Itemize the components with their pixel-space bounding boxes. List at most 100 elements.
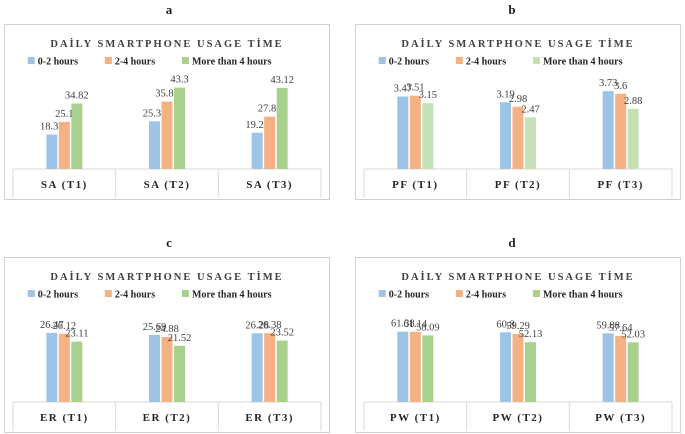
- bar: [602, 91, 614, 169]
- bar: [264, 333, 276, 402]
- bar: [512, 106, 524, 169]
- bar: [58, 333, 70, 402]
- data-label: 27.86: [258, 104, 282, 115]
- category-label: SA (T3): [246, 179, 293, 191]
- legend-label: 2-4 hours: [115, 57, 155, 68]
- category-label: ER (T3): [245, 412, 294, 424]
- data-label: 59.29: [506, 321, 530, 332]
- bar: [161, 101, 173, 169]
- chart-panel-a: DAİLY SMARTPHONE USAGE TİME 0-2 hours 2-4 …: [4, 24, 330, 200]
- legend-swatch: [378, 290, 386, 297]
- category-label: PF (T2): [495, 179, 541, 191]
- category-label: SA (T2): [144, 179, 191, 191]
- data-label: 3.6: [614, 81, 627, 92]
- bar: [627, 342, 639, 402]
- category-label: PW (T3): [595, 412, 646, 424]
- data-label: 19.27: [245, 120, 269, 131]
- bar: [149, 121, 160, 169]
- data-label: 3.47: [394, 84, 412, 95]
- bar: [276, 87, 288, 169]
- legend-label: More than 4 hours: [543, 57, 623, 68]
- legend-label: 0-2 hours: [38, 57, 78, 68]
- bar: [397, 96, 409, 169]
- legend-swatch: [181, 290, 189, 297]
- bar: [161, 337, 173, 402]
- legend-label: More than 4 hours: [192, 57, 272, 68]
- bar: [409, 331, 421, 402]
- bar: [251, 132, 263, 169]
- category-label: PW (T2): [493, 412, 544, 424]
- chart-svg-d: DAİLY SMARTPHONE USAGE TİME 0-2 hours 2-4 …: [363, 271, 673, 431]
- legend-swatch: [27, 57, 35, 64]
- legend: 0-2 hours 2-4 hours More than 4 hours: [378, 57, 623, 68]
- legend-label: 2-4 hours: [115, 290, 155, 301]
- category-label: ER (T2): [143, 412, 192, 424]
- data-label: 61.14: [404, 319, 428, 330]
- category-label: PW (T1): [390, 412, 441, 424]
- data-label: 23.11: [65, 329, 88, 340]
- legend-swatch: [27, 290, 35, 297]
- data-label: 52.13: [519, 329, 543, 340]
- chart-title: DAİLY SMARTPHONE USAGE TİME: [50, 38, 283, 50]
- data-label: 3.73: [599, 78, 617, 89]
- data-label: 43.3: [170, 75, 188, 86]
- bar: [500, 332, 511, 402]
- category-label: PF (T1): [392, 179, 438, 191]
- panel-letter-c: c: [166, 235, 172, 250]
- bar: [500, 102, 511, 169]
- legend-swatch: [455, 57, 463, 64]
- data-label: 59.88: [596, 320, 620, 331]
- bar: [58, 121, 70, 169]
- data-label: 21.52: [168, 333, 192, 344]
- category-label: PF (T3): [597, 179, 643, 191]
- legend-label: More than 4 hours: [543, 290, 623, 301]
- data-label: 35.85: [155, 89, 179, 100]
- data-label: 57.64: [609, 323, 633, 334]
- category-label: SA (T1): [41, 179, 88, 191]
- data-label: 26.12: [53, 321, 77, 332]
- bar: [602, 333, 614, 402]
- data-label: 43.12: [270, 75, 294, 86]
- bar: [615, 335, 627, 402]
- legend-swatch: [532, 57, 540, 64]
- data-label: 25.1: [55, 109, 73, 120]
- bar: [409, 95, 421, 169]
- data-label: 2.47: [521, 104, 539, 115]
- bar: [422, 335, 434, 402]
- chart-title: DAİLY SMARTPHONE USAGE TİME: [401, 271, 634, 283]
- data-label: 3.15: [419, 90, 437, 101]
- bar: [264, 116, 276, 169]
- data-label: 26.38: [258, 320, 282, 331]
- legend-swatch: [181, 57, 189, 64]
- data-label: 2.88: [624, 96, 642, 107]
- data-label: 3.19: [496, 89, 514, 100]
- data-label: 52.03: [621, 329, 645, 340]
- bar: [71, 341, 83, 402]
- legend: 0-2 hours 2-4 hours More than 4 hours: [27, 290, 272, 301]
- bar: [46, 332, 58, 402]
- data-label: 3.51: [406, 83, 424, 94]
- bar: [627, 108, 639, 169]
- chart-panel-c: DAİLY SMARTPHONE USAGE TİME 0-2 hours 2-4 …: [4, 257, 330, 433]
- data-label: 60.8: [496, 319, 514, 330]
- legend-label: More than 4 hours: [192, 290, 272, 301]
- legend: 0-2 hours 2-4 hours More than 4 hours: [378, 290, 623, 301]
- data-label: 25.69: [143, 322, 167, 333]
- bar: [525, 342, 536, 402]
- legend-label: 2-4 hours: [466, 290, 506, 301]
- legend-swatch: [532, 290, 540, 297]
- data-label: 24.88: [155, 324, 179, 335]
- data-label: 23.52: [270, 328, 294, 339]
- bar: [422, 103, 434, 169]
- chart-panel-d: DAİLY SMARTPHONE USAGE TİME 0-2 hours 2-4 …: [355, 257, 681, 433]
- legend-label: 2-4 hours: [466, 57, 506, 68]
- legend-swatch: [378, 57, 386, 64]
- category-label: ER (T1): [40, 412, 89, 424]
- data-label: 26.47: [40, 320, 64, 331]
- panel-letter-d: d: [508, 235, 516, 250]
- chart-panel-b: DAİLY SMARTPHONE USAGE TİME 0-2 hours 2-4 …: [355, 24, 681, 200]
- chart-title: DAİLY SMARTPHONE USAGE TİME: [401, 38, 634, 50]
- data-label: 2.98: [509, 94, 527, 105]
- bar: [251, 333, 263, 402]
- data-label: 26.28: [245, 320, 269, 331]
